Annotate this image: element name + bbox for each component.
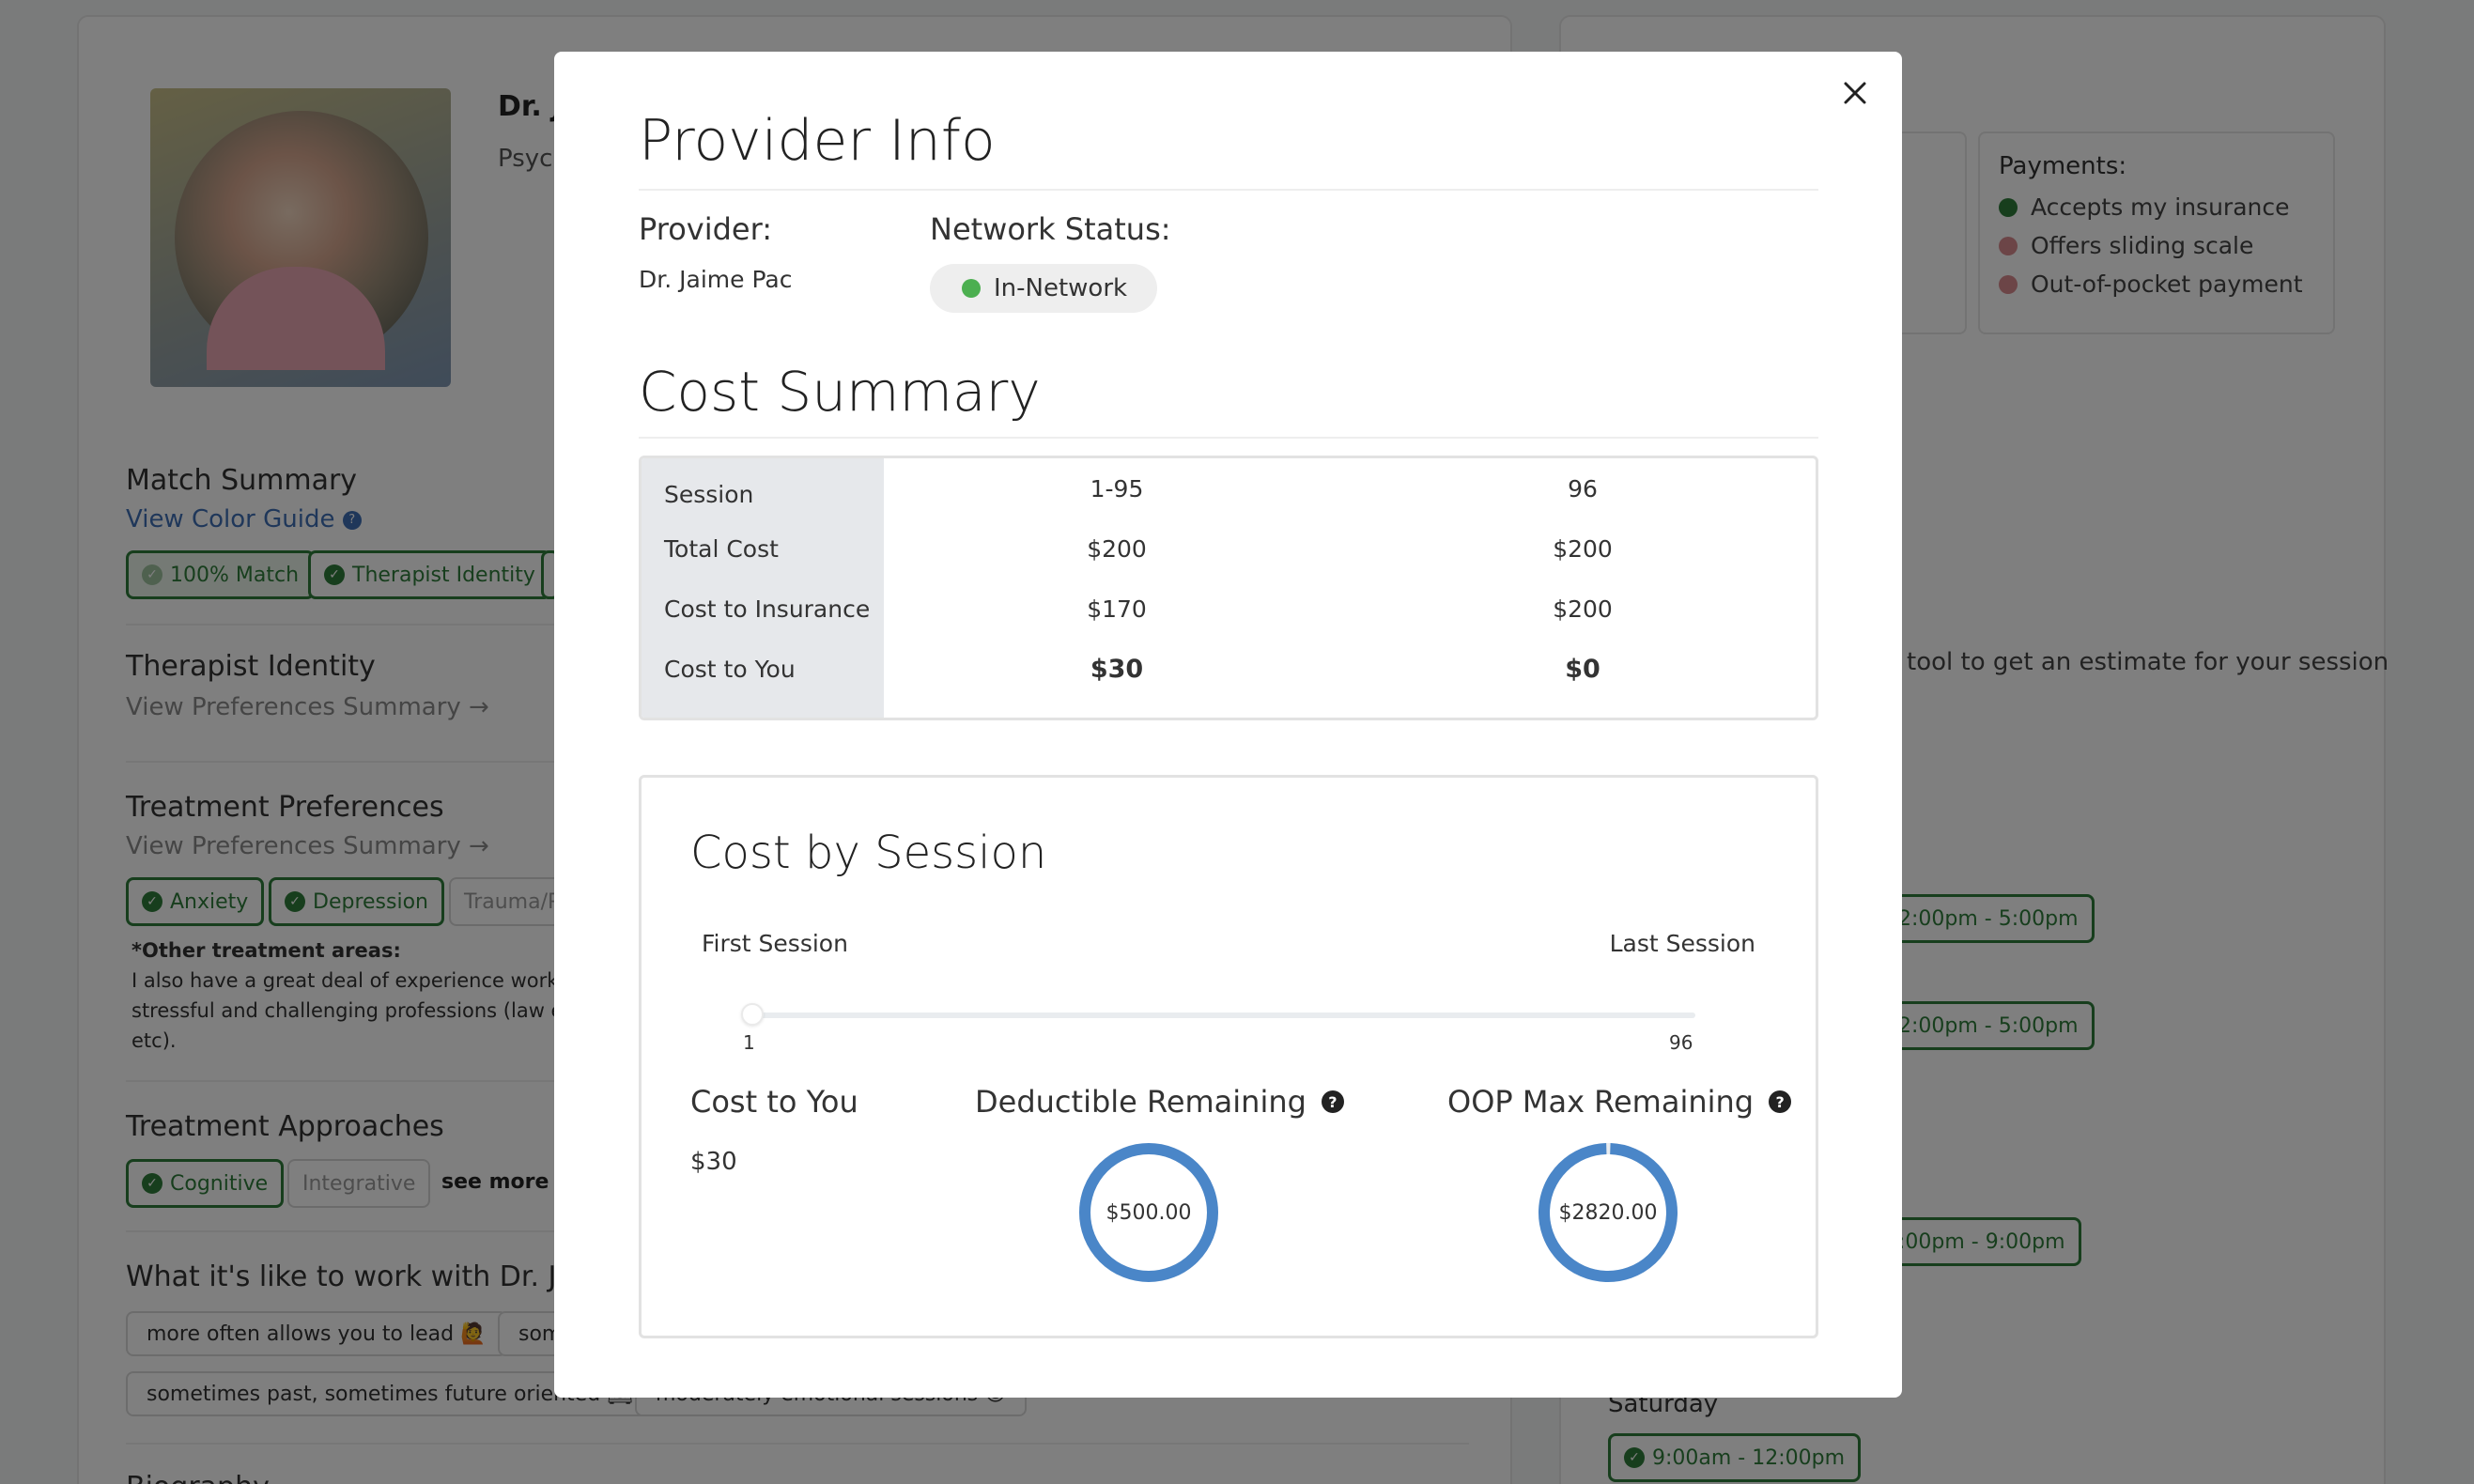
table-column: 1-95 $200 $170 $30	[884, 458, 1350, 718]
row-header: Session	[664, 480, 754, 508]
last-session-label: Last Session	[1609, 930, 1755, 957]
close-button[interactable]	[1836, 74, 1874, 112]
network-status-badge: In-Network	[930, 264, 1158, 313]
oop-max-donut: $2820.00	[1536, 1140, 1680, 1285]
cost-by-session-panel: Cost by Session First Session Last Sessi…	[639, 775, 1818, 1338]
help-icon[interactable]: ?	[1769, 1090, 1792, 1113]
divider	[639, 189, 1818, 191]
cost-summary-title: Cost Summary	[639, 360, 1041, 424]
provider-value: Dr. Jaime Pac	[639, 266, 793, 293]
modal-title: Provider Info	[639, 108, 996, 174]
oop-max-value: $2820.00	[1558, 1200, 1658, 1225]
session-slider-handle[interactable]	[741, 1003, 764, 1026]
table-column: 96 $200 $200 $0	[1350, 458, 1816, 718]
table-cell: $170	[1087, 595, 1147, 623]
table-cell: $0	[1565, 654, 1600, 684]
cost-by-session-title: Cost by Session	[690, 827, 1047, 879]
oop-arc	[1539, 1143, 1678, 1282]
oop-max-remaining-heading: OOP Max Remaining ?	[1447, 1084, 1792, 1120]
table-cell: $30	[1090, 654, 1144, 684]
provider-info-modal: Provider Info Provider: Dr. Jaime Pac Ne…	[554, 52, 1902, 1398]
help-icon[interactable]: ?	[1321, 1090, 1344, 1113]
row-header: Cost to You	[664, 655, 796, 683]
table-cell: $200	[1553, 534, 1613, 563]
row-header: Cost to Insurance	[664, 595, 871, 623]
deductible-donut: $500.00	[1076, 1140, 1221, 1285]
slider-max-label: 96	[1669, 1031, 1693, 1054]
table-cell: $200	[1553, 595, 1613, 623]
session-slider-track[interactable]	[752, 1013, 1695, 1018]
table-row-headers: Session Total Cost Cost to Insurance Cos…	[642, 458, 884, 718]
close-icon	[1844, 82, 1866, 104]
provider-label: Provider:	[639, 211, 772, 247]
cost-to-you-value: $30	[690, 1148, 737, 1176]
row-header: Total Cost	[664, 534, 779, 563]
table-cell: 96	[1568, 474, 1598, 502]
deductible-value: $500.00	[1106, 1200, 1192, 1225]
status-dot-icon	[962, 279, 981, 298]
cost-summary-table: Session Total Cost Cost to Insurance Cos…	[639, 456, 1818, 720]
first-session-label: First Session	[702, 930, 848, 957]
cost-to-you-label: Cost to You	[690, 1084, 858, 1120]
deductible-arc	[1079, 1143, 1218, 1282]
deductible-remaining-heading: Deductible Remaining ?	[975, 1084, 1344, 1120]
slider-min-label: 1	[743, 1031, 755, 1054]
table-cell: $200	[1087, 534, 1147, 563]
network-status-label: Network Status:	[930, 211, 1171, 247]
divider	[639, 437, 1818, 439]
table-cell: 1-95	[1090, 474, 1144, 502]
